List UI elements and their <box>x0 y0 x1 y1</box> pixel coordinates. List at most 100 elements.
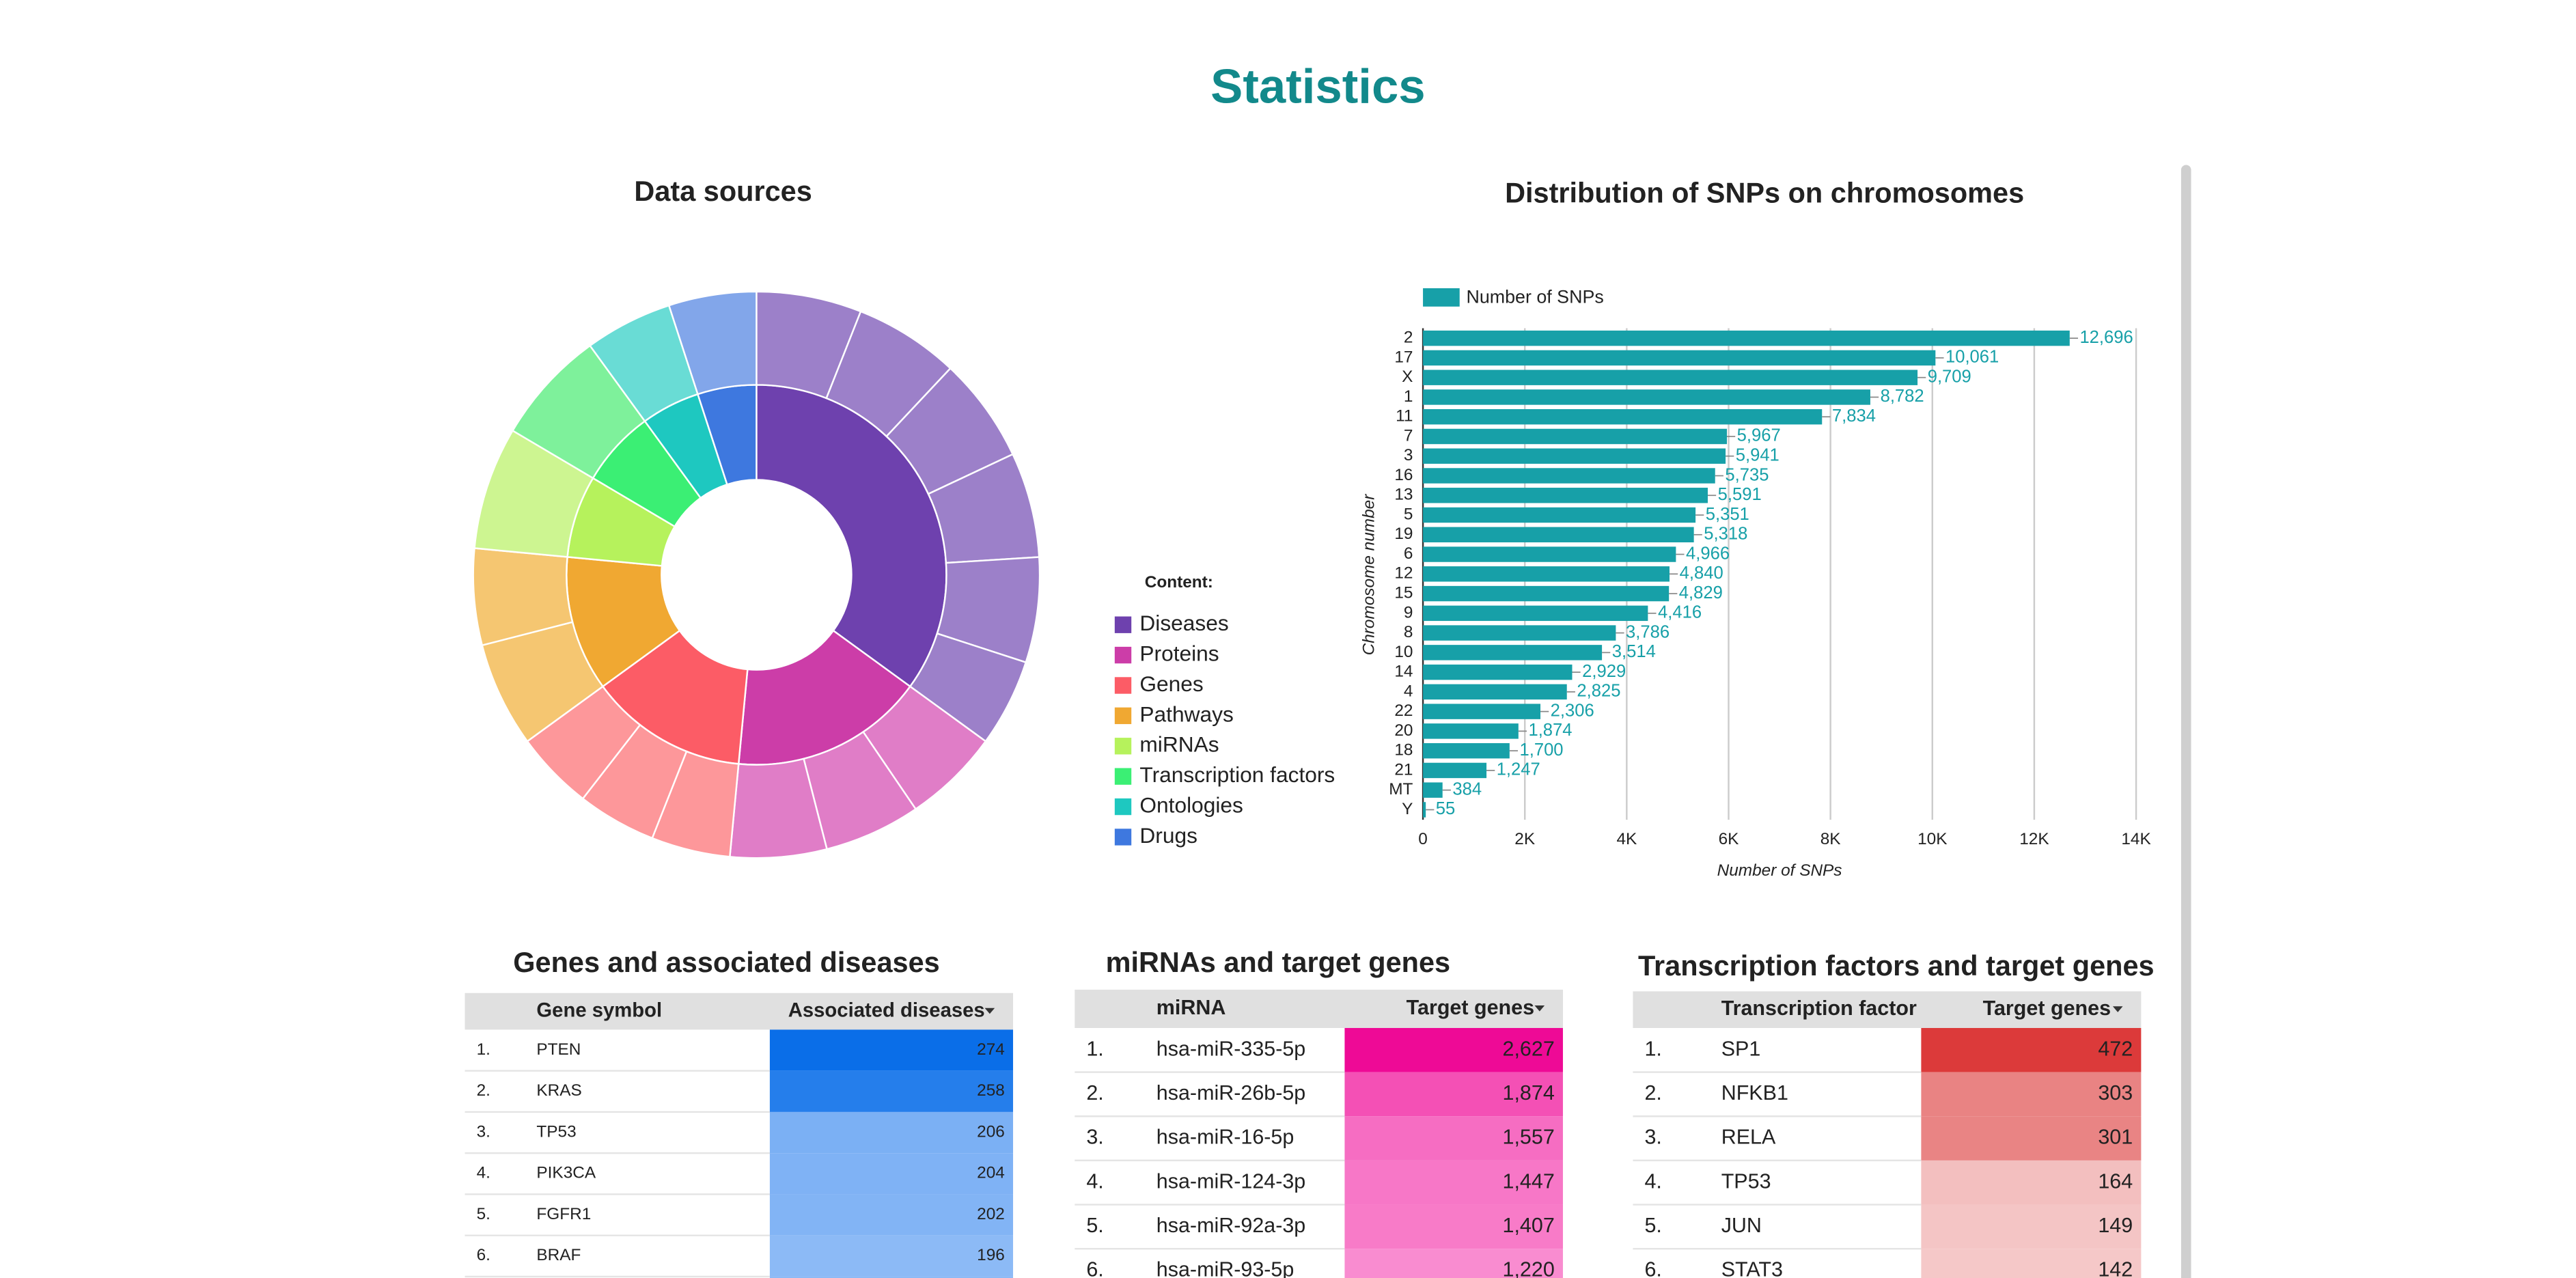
bar <box>1423 527 1694 542</box>
row-value: 142 <box>2098 1258 2133 1278</box>
row-name: BRAF <box>536 1246 581 1264</box>
x-axis-label: Number of SNPs <box>1717 861 1842 880</box>
row-name: FGFR1 <box>536 1205 591 1223</box>
row-index: 4. <box>1644 1169 1661 1193</box>
column-header: miRNA <box>1157 996 1226 1019</box>
legend-swatch <box>1114 829 1132 846</box>
row-value: 206 <box>977 1122 1005 1141</box>
bar <box>1423 762 1487 779</box>
row-value: 274 <box>977 1040 1005 1059</box>
row-index: 5. <box>1086 1214 1103 1237</box>
value-label: 2,929 <box>1582 662 1626 681</box>
bar <box>1423 664 1573 680</box>
legend-swatch <box>1114 738 1132 755</box>
column-header[interactable]: Associated diseases <box>788 999 985 1021</box>
sort-icon <box>1534 1005 1545 1012</box>
row-name: JUN <box>1721 1214 1762 1237</box>
chart-title: Distribution of SNPs on chromosomes <box>1505 176 2024 208</box>
row-name: hsa-miR-335-5p <box>1157 1037 1305 1060</box>
legend-label: Genes <box>1139 671 1203 696</box>
row-value: 149 <box>2098 1214 2133 1237</box>
legend-swatch <box>1114 646 1132 664</box>
y-tick-label: 11 <box>1396 407 1413 426</box>
bar <box>1423 566 1670 582</box>
y-tick-label: 10 <box>1394 643 1413 661</box>
bar <box>1423 723 1519 739</box>
y-tick-label: 13 <box>1394 486 1413 504</box>
table-header <box>465 992 1014 1030</box>
value-label: 1,247 <box>1497 760 1540 779</box>
value-label: 5,941 <box>1736 445 1779 464</box>
row-name: KRAS <box>536 1081 581 1100</box>
heat-cell <box>769 1153 1014 1195</box>
y-tick-label: 19 <box>1394 525 1413 543</box>
y-tick-label: 3 <box>1404 446 1413 464</box>
y-tick-label: 1 <box>1404 387 1413 406</box>
value-label: 1,700 <box>1519 740 1563 760</box>
y-tick-label: 9 <box>1404 603 1413 622</box>
value-label: 3,786 <box>1626 622 1670 641</box>
row-name: hsa-miR-124-3p <box>1157 1169 1305 1193</box>
row-name: hsa-miR-92a-3p <box>1157 1214 1305 1237</box>
y-tick-label: 17 <box>1394 348 1413 366</box>
sort-icon <box>2112 1006 2123 1012</box>
row-value: 1,557 <box>1503 1126 1555 1149</box>
heat-cell <box>769 1194 1014 1236</box>
heat-cell <box>1921 1204 2142 1249</box>
column-header[interactable]: Target genes <box>1407 996 1534 1019</box>
legend-label: Pathways <box>1139 701 1233 726</box>
heat-cell <box>1344 1072 1563 1117</box>
legend-swatch <box>1114 768 1132 785</box>
row-index: 4. <box>477 1164 490 1182</box>
row-value: 258 <box>977 1081 1005 1100</box>
value-label: 5,735 <box>1725 465 1769 484</box>
row-index: 2. <box>1644 1081 1661 1105</box>
row-index: 3. <box>1086 1126 1103 1149</box>
heat-cell <box>1921 1027 2142 1072</box>
value-label: 2,825 <box>1577 682 1620 701</box>
value-label: 4,829 <box>1679 583 1723 602</box>
y-tick-label: 15 <box>1394 584 1413 602</box>
heat-cell <box>1344 1204 1563 1249</box>
bar <box>1423 370 1918 385</box>
row-index: 3. <box>1644 1126 1661 1149</box>
heat-cell <box>1921 1072 2142 1117</box>
value-label: 8,782 <box>1881 387 1924 406</box>
y-tick-label: 5 <box>1404 505 1413 523</box>
row-value: 202 <box>977 1205 1005 1223</box>
value-label: 5,591 <box>1718 485 1762 504</box>
heat-cell <box>769 1235 1014 1277</box>
row-index: 1. <box>1644 1037 1661 1060</box>
x-tick-label: 10K <box>1917 830 1947 848</box>
bar <box>1423 585 1670 602</box>
row-value: 1,447 <box>1503 1169 1555 1193</box>
x-tick-label: 0 <box>1418 830 1428 848</box>
heat-cell <box>769 1070 1014 1112</box>
table-header <box>1075 989 1563 1028</box>
row-name: TP53 <box>536 1122 576 1141</box>
column-header[interactable]: Target genes <box>1983 997 2111 1020</box>
y-tick-label: 7 <box>1404 426 1413 445</box>
row-name: NFKB1 <box>1721 1081 1788 1105</box>
bar <box>1423 330 2070 346</box>
row-index: 6. <box>477 1246 490 1264</box>
bar <box>1423 408 1823 425</box>
row-name: hsa-miR-26b-5p <box>1157 1081 1305 1105</box>
y-tick-label: 21 <box>1394 760 1413 779</box>
column-header: Gene symbol <box>536 999 662 1021</box>
value-label: 2,306 <box>1551 701 1594 720</box>
heat-cell <box>1344 1160 1563 1205</box>
bar <box>1423 448 1726 464</box>
value-label: 4,416 <box>1658 603 1702 622</box>
row-index: 2. <box>1086 1081 1103 1105</box>
legend-swatch <box>1114 798 1132 816</box>
y-tick-label: MT <box>1389 780 1413 798</box>
legend-label: Diseases <box>1139 611 1228 635</box>
page-title: Statistics <box>1210 59 1425 113</box>
y-tick-label: 6 <box>1404 544 1413 563</box>
row-value: 1,407 <box>1503 1214 1555 1237</box>
row-value: 472 <box>2098 1037 2133 1060</box>
bar <box>1423 350 1936 366</box>
table-title: Transcription factors and target genes <box>1638 949 2155 982</box>
